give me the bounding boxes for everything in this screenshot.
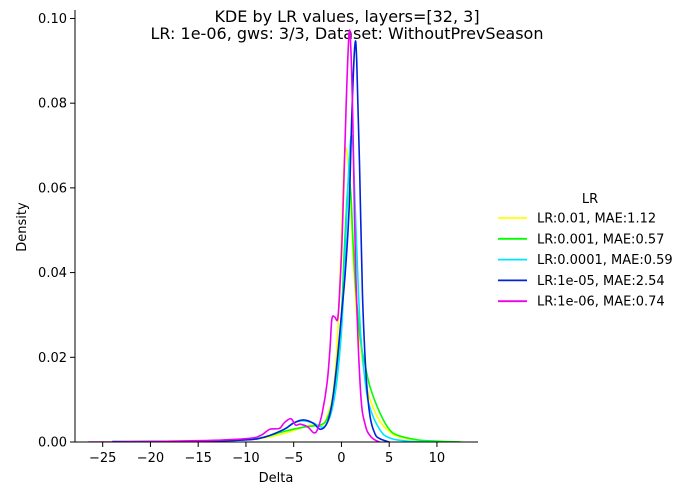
series-lines [88,29,461,442]
y-tick-label: 0.02 [38,351,67,366]
series-line-5 [88,29,380,442]
x-ticks: −25 −20 −15 −10 −5 0 5 10 [89,442,445,466]
x-axis-label: Delta [259,471,294,486]
y-tick-label: 0.08 [38,97,67,112]
legend-entry: LR:1e-05, MAE:2.54 [537,274,665,289]
x-tick-label: −5 [284,451,303,466]
y-tick-label: 0.10 [38,12,67,27]
legend-entry: LR:0.001, MAE:0.57 [537,232,664,247]
y-ticks: 0.00 0.02 0.04 0.06 0.08 0.10 [38,12,75,451]
legend-entry: LR:0.01, MAE:1.12 [537,212,656,227]
x-tick-label: −25 [89,451,116,466]
x-tick-label: 0 [337,451,345,466]
x-tick-label: 5 [385,451,393,466]
legend-title: LR [582,192,598,207]
legend: LR LR:0.01, MAE:1.12 LR:0.001, MAE:0.57 LR… [498,192,673,310]
x-tick-label: −20 [137,451,164,466]
legend-entry: LR:0.0001, MAE:0.59 [537,253,673,268]
y-tick-label: 0.06 [38,181,67,196]
plot-area [88,29,461,442]
series-line-2 [112,178,461,442]
chart-subtitle: LR: 1e-06, gws: 3/3, Dataset: WithoutPre… [151,24,544,43]
series-line-1 [112,147,461,442]
y-tick-label: 0.00 [38,436,67,451]
x-tick-label: −15 [184,451,211,466]
x-tick-label: 10 [429,451,446,466]
y-tick-label: 0.04 [38,266,67,281]
legend-entry: LR:1e-06, MAE:0.74 [537,295,665,310]
chart-title: KDE by LR values, layers=[32, 3] [214,7,479,26]
series-line-4 [112,40,390,442]
y-axis-label: Density [15,202,30,252]
series-line-3 [112,134,437,442]
x-tick-label: −10 [232,451,259,466]
